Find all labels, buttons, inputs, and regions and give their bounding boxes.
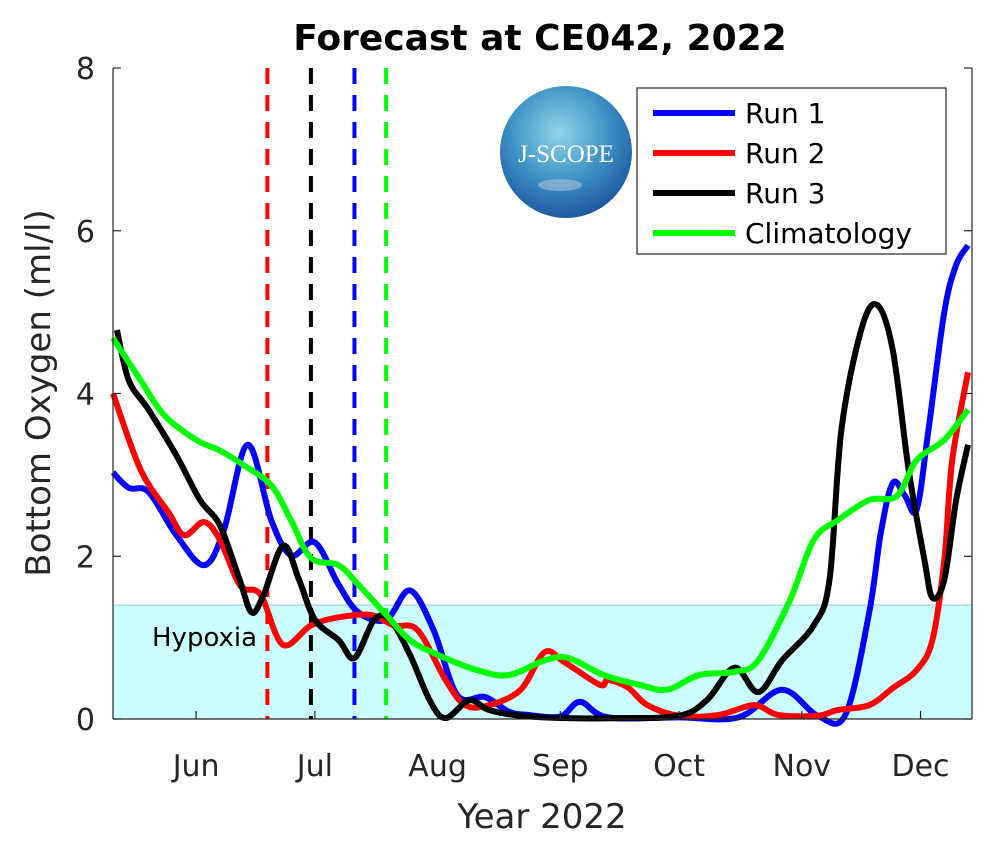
y-tick-label: 2 [76,540,95,575]
y-tick-label: 8 [76,52,95,87]
chart-title: Forecast at CE042, 2022 [293,18,786,59]
y-tick-label: 0 [76,703,95,738]
series-line-run-3 [114,301,971,722]
legend-label: Run 3 [745,177,825,210]
logo-text: J-SCOPE [518,141,614,168]
x-tick-label: Jul [295,749,333,784]
x-tick-label: Aug [408,749,467,784]
jscope-logo: J-SCOPE [500,86,632,218]
series-line-climatology [110,336,971,694]
legend-label: Run 1 [745,97,825,130]
y-axis-label: Bottom Oxygen (ml/l) [19,209,59,576]
x-tick-label: Jun [171,749,220,784]
legend-label: Run 2 [745,137,825,170]
x-axis-label: Year 2022 [456,797,626,837]
y-tick-label: 6 [76,215,95,250]
plot-area: Hypoxia 0 2 4 6 8 Jun Jul Aug Sep Oct Nov Dec [76,52,973,784]
x-tick-label: Nov [773,749,832,784]
x-tick-label: Dec [892,749,950,784]
legend: Run 1 Run 2 Run 3 Climatology [636,87,947,255]
legend-label: Climatology [745,217,912,250]
x-tick-label: Oct [653,749,705,784]
x-tick-label: Sep [532,749,589,784]
hypoxia-label: Hypoxia [152,623,257,653]
y-tick-label: 4 [76,378,95,413]
